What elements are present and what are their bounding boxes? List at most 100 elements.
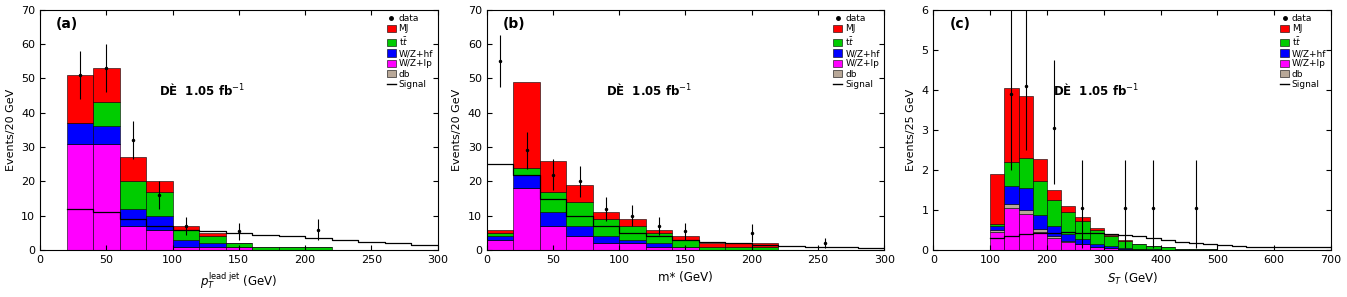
X-axis label: m* (GeV): m* (GeV) [659, 271, 713, 284]
Bar [93, 102, 120, 127]
Bar [486, 240, 513, 250]
Bar [645, 233, 672, 243]
Bar [1033, 159, 1047, 181]
Bar [120, 226, 145, 250]
Bar [1118, 240, 1133, 241]
Bar [1189, 249, 1203, 250]
Bar [486, 230, 513, 233]
Bar [620, 219, 645, 226]
Bar [66, 75, 93, 123]
Bar [566, 185, 593, 202]
Bar [990, 230, 1005, 232]
Bar [93, 144, 120, 250]
Bar [1005, 186, 1018, 204]
Y-axis label: Events/20 GeV: Events/20 GeV [453, 89, 462, 171]
Bar [620, 240, 645, 243]
Bar [1118, 241, 1133, 248]
Bar [1103, 235, 1118, 236]
X-axis label: $p_T^{\mathrm{lead\ jet}}$ (GeV): $p_T^{\mathrm{lead\ jet}}$ (GeV) [201, 271, 277, 291]
Bar [145, 216, 172, 230]
Bar [279, 247, 304, 250]
Bar [725, 247, 752, 250]
Text: (a): (a) [57, 17, 78, 31]
Bar [1075, 239, 1090, 244]
Bar [513, 168, 540, 175]
Bar [252, 247, 279, 250]
Bar [513, 82, 540, 168]
Bar [699, 243, 725, 247]
Bar [93, 127, 120, 144]
Bar [93, 68, 120, 102]
Text: DÈ  1.05 fb$^{-1}$: DÈ 1.05 fb$^{-1}$ [1052, 82, 1138, 98]
Bar [199, 236, 225, 243]
Bar [513, 175, 540, 188]
Bar [1005, 88, 1018, 162]
Bar [1133, 244, 1146, 249]
Bar [1018, 96, 1033, 158]
Bar [120, 157, 145, 181]
Bar [645, 247, 672, 250]
Bar [172, 240, 199, 247]
Bar [225, 243, 252, 247]
Bar [1033, 215, 1047, 229]
Bar [540, 226, 566, 250]
Bar [620, 226, 645, 240]
Bar [566, 202, 593, 226]
Bar [1047, 190, 1061, 200]
Text: DÈ  1.05 fb$^{-1}$: DÈ 1.05 fb$^{-1}$ [159, 82, 245, 98]
Bar [1033, 232, 1047, 250]
Bar [990, 232, 1005, 250]
Bar [486, 233, 513, 236]
Bar [1047, 200, 1061, 226]
Bar [66, 144, 93, 250]
Bar [1161, 247, 1175, 250]
Legend: data, MJ, t$\bar{t}$, W/Z+hf, W/Z+lp, db, Signal: data, MJ, t$\bar{t}$, W/Z+hf, W/Z+lp, db… [831, 12, 881, 91]
Bar [1047, 226, 1061, 236]
Bar [593, 236, 620, 243]
Bar [672, 247, 699, 250]
Bar [1018, 158, 1033, 188]
Bar [566, 226, 593, 236]
Bar [752, 243, 779, 247]
Text: (b): (b) [502, 17, 525, 31]
Bar [145, 181, 172, 192]
Bar [513, 188, 540, 250]
Text: DÈ  1.05 fb$^{-1}$: DÈ 1.05 fb$^{-1}$ [606, 82, 692, 98]
Y-axis label: Events/20 GeV: Events/20 GeV [5, 89, 16, 171]
Bar [1090, 228, 1103, 230]
Bar [1018, 210, 1033, 214]
Bar [1033, 181, 1047, 215]
X-axis label: $S_T$ (GeV): $S_T$ (GeV) [1107, 271, 1157, 287]
Bar [199, 233, 225, 236]
Bar [1018, 188, 1033, 210]
Bar [304, 247, 331, 250]
Bar [1118, 248, 1133, 249]
Bar [66, 123, 93, 144]
Bar [1005, 208, 1018, 250]
Bar [752, 247, 779, 250]
Bar [120, 209, 145, 226]
Bar [1018, 214, 1033, 250]
Bar [645, 243, 672, 247]
Bar [1075, 221, 1090, 239]
Bar [1103, 236, 1118, 246]
Bar [1047, 238, 1061, 250]
Bar [1047, 236, 1061, 238]
Bar [1118, 249, 1133, 250]
Bar [1175, 249, 1189, 250]
Bar [1146, 246, 1161, 249]
Bar [566, 236, 593, 250]
Bar [645, 230, 672, 233]
Bar [540, 212, 566, 226]
Bar [990, 174, 1005, 224]
Bar [1090, 247, 1103, 250]
Bar [1005, 162, 1018, 186]
Text: (c): (c) [950, 17, 970, 31]
Bar [199, 247, 225, 250]
Bar [172, 247, 199, 250]
Bar [225, 247, 252, 250]
Bar [540, 161, 566, 192]
Bar [172, 226, 199, 230]
Bar [990, 226, 1005, 230]
Bar [1061, 212, 1075, 234]
